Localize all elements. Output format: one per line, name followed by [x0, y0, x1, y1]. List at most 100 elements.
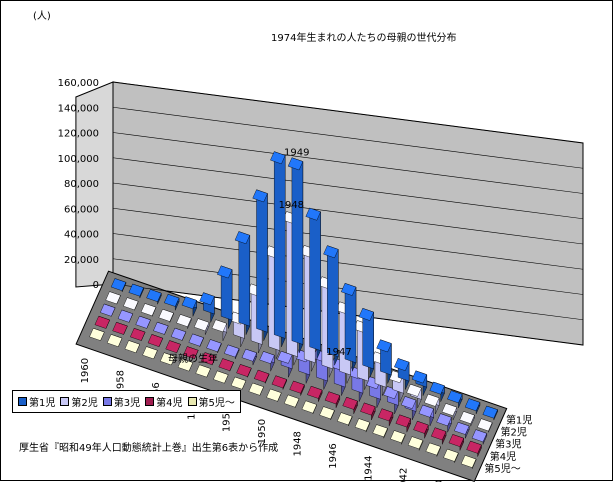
bar-top [270, 151, 286, 165]
bar-top [142, 346, 158, 360]
y-tick-label: 80,000 [64, 179, 99, 190]
bar-top [424, 393, 440, 407]
legend-swatch [18, 397, 27, 406]
bar-top [394, 358, 410, 371]
x-tick-label: 1942 [399, 468, 410, 482]
bar-top [158, 308, 174, 322]
bar-top [319, 406, 335, 420]
legend-label: 第4児 [156, 398, 183, 409]
bar-top [217, 265, 233, 279]
bar-top [89, 328, 105, 341]
bar-top [170, 327, 187, 341]
bar-top [430, 427, 447, 441]
peak-annotation: 1949 [284, 148, 309, 159]
y-unit-label: (人) [33, 10, 51, 22]
series-axis-label: 第5児～ [484, 462, 520, 475]
bar-top [253, 369, 270, 383]
y-tick-label: 100,000 [58, 154, 99, 165]
peak-annotation: 1947 [326, 347, 351, 358]
bar-top [443, 448, 459, 462]
bar-top [340, 283, 357, 296]
gridline [112, 106, 584, 169]
gridline [112, 207, 584, 270]
bar-top [464, 398, 481, 412]
legend-label: 第5児～ [198, 398, 235, 409]
bar-top [130, 328, 146, 341]
series-axis-label: 第2児 [501, 426, 527, 439]
y-tick-label: 40,000 [64, 230, 99, 241]
bar-top [411, 370, 428, 384]
bar-top [147, 334, 164, 347]
bar-top [199, 292, 215, 306]
peak-annotation: 1948 [279, 200, 304, 211]
bar-top [123, 297, 139, 311]
bar-top [234, 231, 251, 245]
bar-top [200, 352, 217, 366]
series-axis-label: 第1児 [506, 413, 532, 426]
y-tick-label: 160,000 [58, 78, 99, 89]
bar-top [376, 339, 392, 353]
bar-top [117, 309, 134, 323]
x-tick-label: 1958 [115, 370, 126, 395]
bar-top [407, 436, 424, 450]
bar-top [477, 418, 493, 432]
bar-top [395, 414, 411, 428]
bar-top [248, 382, 264, 396]
bar-top [112, 322, 128, 335]
bar-top [223, 344, 240, 358]
series-axis-label: 第3児 [495, 438, 521, 451]
bar-top [342, 396, 358, 410]
chart-title: 1974年生まれの人たちの母親の世代分布 [271, 31, 456, 44]
bar-top [236, 364, 252, 377]
bar-top [358, 308, 374, 321]
bar-front [291, 157, 304, 345]
bar-top [460, 455, 477, 468]
bar-top [181, 296, 197, 310]
legend-swatch [60, 397, 70, 406]
bar-top [471, 429, 488, 443]
y-tick-label: 0 [93, 280, 99, 291]
bar-top [436, 413, 452, 427]
bar-top [390, 430, 406, 444]
bar-top [447, 390, 463, 404]
source-note: 厚生省『昭和49年人口動態統計上巻』出生第6表から作成 [19, 443, 279, 454]
bar-front [238, 231, 251, 327]
bar-top [105, 291, 121, 305]
bar-top [124, 340, 140, 354]
chart-annotations: 1949 1948 1947 [279, 148, 352, 358]
bar-top [252, 189, 268, 203]
bar-front [327, 245, 339, 357]
bar-top [459, 411, 475, 424]
bar-top [429, 381, 445, 395]
y-tick-label: 140,000 [58, 103, 99, 114]
bar-top [400, 396, 417, 409]
y-axis-ticks: 0 20,000 40,000 60,000 80,000 100,000 120,000 1… [58, 78, 99, 291]
bar-top [301, 400, 317, 414]
bar-top [307, 385, 323, 399]
bar-top [193, 318, 210, 332]
chart-legend: 第1児 第2児 第3児 第4児 第5児～ [12, 390, 241, 413]
legend-label: 第1児 [29, 398, 56, 409]
bar-top [218, 358, 234, 372]
bar-top [287, 157, 304, 171]
legend-item-1: 第1児 [18, 394, 55, 409]
legend-item-3: 第3児 [102, 394, 141, 409]
bar-top [454, 422, 470, 435]
bar-top [241, 348, 257, 362]
x-tick-label: 1948 [292, 431, 303, 456]
bar-top [188, 333, 204, 347]
bar-top [283, 394, 300, 408]
legend-label: 第3児 [113, 398, 141, 409]
bar-top [289, 380, 305, 394]
gridline [112, 233, 584, 295]
y-tick-label: 60,000 [64, 204, 99, 215]
legend-swatch [102, 397, 112, 406]
bar-front [274, 151, 286, 339]
bar-top [206, 339, 222, 353]
bar-top [360, 402, 376, 416]
bar-top [213, 370, 229, 384]
legend-swatch [187, 397, 197, 406]
legend-swatch [145, 397, 155, 406]
